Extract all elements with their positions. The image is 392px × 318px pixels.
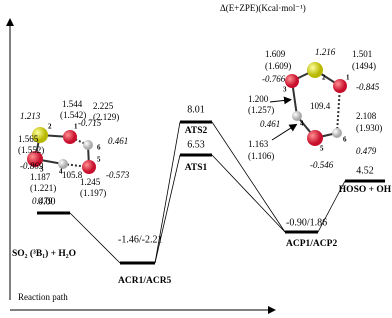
structure-label: 1.609 xyxy=(265,49,286,59)
structure-label: 1.501 xyxy=(352,49,372,59)
energy-value: 4.52 xyxy=(356,165,374,176)
structure-label: -0.845 xyxy=(356,82,380,92)
structure-label: (1.609) xyxy=(265,61,291,71)
structure-label: (1494) xyxy=(352,61,376,71)
structure-label: 3 xyxy=(283,86,287,94)
pointer xyxy=(271,123,298,141)
structure-label: -0.715 xyxy=(78,118,102,128)
x-axis-label: Reaction path xyxy=(18,292,68,302)
structure-label: 4 xyxy=(300,120,304,128)
structure-label: 1.216 xyxy=(315,47,336,57)
structure-label: (1.257) xyxy=(248,105,274,115)
structure-label: 2.108 xyxy=(356,111,377,121)
energy-value: 0.00 xyxy=(38,196,56,207)
structure-label: (1.197) xyxy=(80,188,106,198)
structure-label: (1.221) xyxy=(30,183,56,193)
structure-label: 2 xyxy=(48,123,52,131)
structure-label: 4 xyxy=(59,168,63,176)
structure-label: 0.479 xyxy=(356,146,377,156)
structure-label: 1.565 xyxy=(18,134,39,144)
energy-value: -0.90/1.86 xyxy=(286,217,327,228)
level-name: ACP1/ACP2 xyxy=(286,239,337,249)
structure-label: -0.766 xyxy=(262,74,286,84)
structure-label: 6 xyxy=(343,136,347,144)
level-name: ATS2 xyxy=(185,126,208,136)
structure-label: 0.479 xyxy=(32,196,53,206)
structure-label: 1 xyxy=(74,123,78,131)
structure-label: 5 xyxy=(97,156,101,164)
structure-label: 0.461 xyxy=(260,119,280,129)
structure-label: 1.544 xyxy=(62,99,83,109)
structure-label: (1.106) xyxy=(248,151,274,161)
structure-label: 5 xyxy=(320,145,324,153)
right-atoms xyxy=(285,62,347,146)
level-name: SO₂ (³B₁) + H₂O xyxy=(12,248,76,259)
structure-label: 2 xyxy=(322,74,326,82)
structure-label: (2.129) xyxy=(93,112,119,122)
structure-label: 6 xyxy=(97,144,101,152)
structure-label: 1.187 xyxy=(30,172,51,182)
structure-label: 3 xyxy=(40,166,44,174)
connectors xyxy=(69,121,346,264)
level-name: ACR1/ACR5 xyxy=(118,276,172,286)
structure-label: 1.245 xyxy=(80,177,101,187)
pointer xyxy=(269,96,292,105)
structure-label: 1.200 xyxy=(248,94,269,104)
level-name: ATS1 xyxy=(185,163,208,173)
y-axis-label: Δ(E+ZPE)(Kcal·mol⁻¹) xyxy=(220,3,306,13)
structure-label: (1.542) xyxy=(60,110,86,120)
structure-label: -0.573 xyxy=(106,170,130,180)
level-name: HOSO + OH xyxy=(339,185,392,195)
energy-value: 6.53 xyxy=(187,139,205,150)
structure-label: 2.225 xyxy=(93,101,114,111)
structure-label: (1.552) xyxy=(18,145,44,155)
energy-value: -1.46/-2.21 xyxy=(118,234,162,245)
structure-label: -0.546 xyxy=(310,160,334,170)
structure-label: 0.461 xyxy=(108,136,128,146)
structure-label: -0.869 xyxy=(20,161,44,171)
energy-value: 8.01 xyxy=(187,104,205,115)
structure-label: 1.213 xyxy=(20,111,41,121)
structure-label: 1.163 xyxy=(248,139,269,149)
structure-label: 105.8 xyxy=(62,170,83,180)
structure-label: 109.4 xyxy=(310,101,331,111)
structure-label: (1.930) xyxy=(356,123,382,133)
structure-label: 1 xyxy=(346,74,350,82)
left-atoms xyxy=(27,127,96,174)
